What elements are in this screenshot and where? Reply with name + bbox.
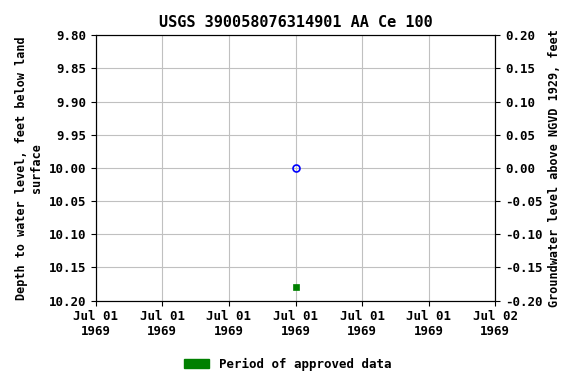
Y-axis label: Groundwater level above NGVD 1929, feet: Groundwater level above NGVD 1929, feet	[548, 29, 561, 307]
Legend: Period of approved data: Period of approved data	[179, 353, 397, 376]
Title: USGS 390058076314901 AA Ce 100: USGS 390058076314901 AA Ce 100	[158, 15, 433, 30]
Y-axis label: Depth to water level, feet below land
surface: Depth to water level, feet below land su…	[15, 36, 43, 300]
